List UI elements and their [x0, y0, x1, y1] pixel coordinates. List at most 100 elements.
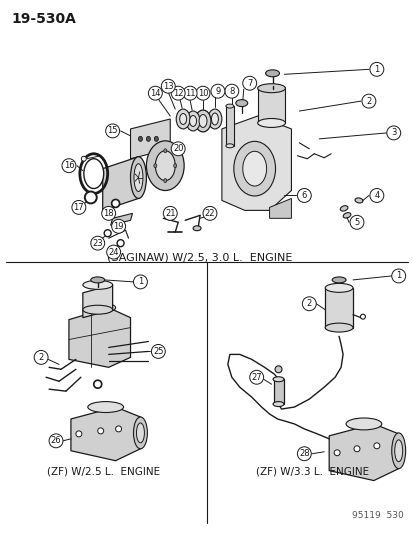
Ellipse shape	[325, 284, 352, 292]
Text: 16: 16	[64, 161, 74, 170]
Ellipse shape	[136, 423, 144, 443]
Text: 4: 4	[373, 191, 379, 200]
Text: 8: 8	[228, 87, 234, 96]
Circle shape	[62, 159, 76, 173]
Ellipse shape	[273, 377, 283, 382]
Ellipse shape	[83, 303, 115, 313]
Ellipse shape	[333, 450, 339, 456]
Text: 2: 2	[306, 299, 311, 308]
Ellipse shape	[342, 213, 350, 218]
Text: 12: 12	[173, 88, 183, 98]
Text: 2: 2	[366, 96, 370, 106]
Polygon shape	[328, 424, 398, 481]
Ellipse shape	[192, 226, 201, 231]
Text: (SAGINAW) W/2.5, 3.0 L.  ENGINE: (SAGINAW) W/2.5, 3.0 L. ENGINE	[107, 252, 292, 262]
Circle shape	[72, 200, 85, 214]
Polygon shape	[110, 213, 132, 225]
Text: 3: 3	[390, 128, 396, 138]
Ellipse shape	[81, 156, 86, 161]
Text: 22: 22	[204, 209, 215, 218]
Ellipse shape	[130, 157, 146, 198]
Ellipse shape	[233, 141, 275, 196]
FancyBboxPatch shape	[257, 88, 285, 123]
Polygon shape	[130, 119, 170, 159]
Circle shape	[163, 206, 177, 220]
Circle shape	[349, 215, 363, 229]
Circle shape	[171, 86, 185, 100]
Text: (ZF) W/2.5 L.  ENGINE: (ZF) W/2.5 L. ENGINE	[47, 467, 160, 477]
Polygon shape	[71, 407, 140, 461]
Circle shape	[224, 84, 238, 98]
Circle shape	[386, 126, 400, 140]
Ellipse shape	[83, 159, 103, 189]
Text: 18: 18	[103, 209, 114, 218]
Circle shape	[361, 94, 375, 108]
Ellipse shape	[83, 305, 112, 314]
Ellipse shape	[339, 206, 347, 211]
Circle shape	[202, 206, 216, 220]
Circle shape	[369, 62, 383, 76]
Ellipse shape	[207, 109, 221, 129]
Ellipse shape	[85, 191, 97, 204]
Ellipse shape	[257, 84, 285, 93]
Text: 25: 25	[153, 347, 163, 356]
Circle shape	[242, 76, 256, 90]
Text: 19-530A: 19-530A	[11, 12, 76, 26]
Ellipse shape	[164, 179, 166, 183]
Ellipse shape	[179, 114, 186, 125]
Text: 1: 1	[138, 277, 143, 286]
Ellipse shape	[360, 314, 365, 319]
Ellipse shape	[345, 418, 381, 430]
Text: 10: 10	[197, 88, 208, 98]
Text: 7: 7	[247, 79, 252, 88]
Ellipse shape	[146, 136, 150, 141]
Text: 19: 19	[113, 222, 123, 231]
Polygon shape	[269, 198, 291, 219]
Ellipse shape	[354, 198, 362, 203]
Ellipse shape	[225, 104, 233, 108]
Circle shape	[34, 350, 48, 365]
Circle shape	[148, 86, 162, 100]
Ellipse shape	[391, 433, 405, 469]
Ellipse shape	[353, 446, 359, 452]
FancyBboxPatch shape	[225, 106, 233, 146]
Ellipse shape	[93, 380, 102, 388]
Circle shape	[151, 344, 165, 358]
Circle shape	[211, 84, 224, 98]
Polygon shape	[325, 288, 352, 328]
Polygon shape	[273, 379, 284, 404]
Text: 21: 21	[165, 209, 175, 218]
Ellipse shape	[173, 164, 176, 168]
Circle shape	[249, 370, 263, 384]
Ellipse shape	[211, 113, 218, 125]
Circle shape	[301, 297, 316, 311]
Ellipse shape	[115, 426, 121, 432]
Circle shape	[196, 86, 209, 100]
Polygon shape	[83, 285, 112, 318]
Ellipse shape	[154, 164, 157, 168]
Circle shape	[112, 219, 125, 233]
Polygon shape	[69, 308, 130, 367]
Ellipse shape	[273, 401, 283, 407]
Circle shape	[297, 189, 311, 203]
Text: 14: 14	[150, 88, 160, 98]
Ellipse shape	[104, 230, 111, 237]
Text: 15: 15	[107, 126, 118, 135]
Ellipse shape	[134, 164, 142, 191]
Text: 11: 11	[185, 88, 195, 98]
Ellipse shape	[225, 144, 233, 148]
Text: 20: 20	[173, 144, 183, 154]
Ellipse shape	[257, 118, 285, 127]
Ellipse shape	[133, 417, 147, 449]
Text: 6: 6	[301, 191, 306, 200]
Text: 2: 2	[38, 353, 44, 362]
Text: 28: 28	[298, 449, 309, 458]
Text: 27: 27	[251, 373, 261, 382]
Ellipse shape	[373, 443, 379, 449]
Ellipse shape	[199, 115, 206, 127]
Text: 1: 1	[395, 271, 400, 280]
Circle shape	[102, 206, 115, 220]
Ellipse shape	[155, 151, 175, 181]
Circle shape	[369, 189, 383, 203]
Polygon shape	[102, 157, 138, 211]
